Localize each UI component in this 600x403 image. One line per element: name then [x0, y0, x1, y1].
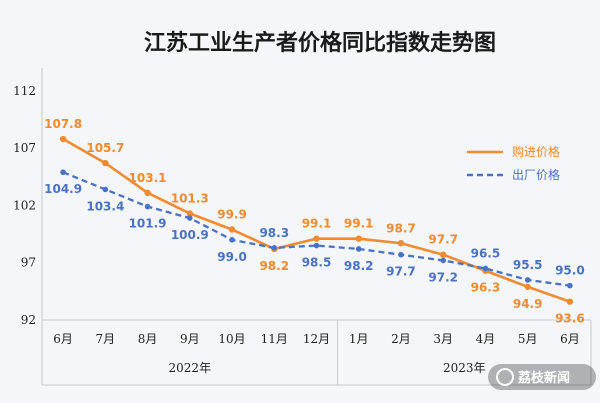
data-label: 95.5 — [513, 258, 543, 272]
year-label: 2022年 — [169, 361, 212, 375]
data-label: 100.9 — [171, 228, 209, 242]
y-tick-label: 92 — [21, 313, 36, 327]
data-label: 105.7 — [86, 141, 124, 155]
data-point — [398, 251, 404, 258]
axes: 92 97 102 107 112 6月 7月 8月 9月 10月 11月 12月 1月 2月 3月 4月 5月… — [13, 68, 592, 386]
x-tick-label: 10月 — [218, 332, 245, 346]
x-tick-label: 3月 — [433, 332, 453, 346]
data-label: 101.3 — [171, 191, 209, 205]
series-group — [59, 135, 574, 305]
x-tick-label: 1月 — [349, 332, 369, 346]
data-label: 96.5 — [471, 246, 501, 260]
data-point — [60, 169, 66, 176]
data-point — [482, 265, 489, 272]
data-point — [397, 240, 405, 247]
data-label: 97.7 — [386, 265, 416, 279]
data-point — [313, 235, 320, 242]
chart-title: 江苏工业生产者价格同比指数走势图 — [144, 30, 496, 56]
data-label: 95.0 — [555, 264, 585, 278]
x-tick-label: 5月 — [518, 332, 538, 346]
data-label: 98.5 — [302, 256, 332, 270]
data-label: 99.1 — [302, 217, 332, 231]
legend-label: 购进价格 — [512, 144, 560, 159]
x-tick-label: 9月 — [180, 332, 200, 346]
x-tick-label: 12月 — [303, 332, 330, 346]
watermark-logo-icon — [496, 368, 514, 386]
y-tick-label: 102 — [13, 198, 36, 212]
data-label: 98.2 — [259, 259, 289, 273]
x-tick-label: 6月 — [560, 332, 580, 346]
data-point — [524, 277, 531, 283]
data-point — [102, 159, 109, 167]
data-label: 98.2 — [344, 259, 374, 273]
data-labels: 107.8 105.7 103.1 101.3 99.9 98.2 99.1 99.1 98.7… — [44, 117, 585, 326]
data-point — [144, 203, 151, 210]
data-label: 99.0 — [217, 250, 247, 264]
data-point — [187, 215, 193, 221]
data-point — [355, 246, 362, 252]
data-label: 94.9 — [513, 297, 543, 311]
data-label: 103.1 — [129, 171, 167, 185]
data-point — [567, 282, 573, 289]
data-point — [228, 226, 236, 233]
data-label: 97.2 — [428, 270, 458, 284]
data-point — [271, 245, 278, 251]
data-label: 99.1 — [344, 217, 374, 231]
x-tick-label: 7月 — [96, 332, 116, 346]
data-label: 97.7 — [428, 233, 458, 247]
data-label: 98.7 — [386, 221, 416, 235]
x-tick-label: 2月 — [391, 332, 411, 346]
legend-label: 出厂价格 — [512, 167, 560, 182]
watermark: 荔枝新闻 — [488, 364, 596, 390]
data-point — [524, 283, 531, 290]
data-label: 98.3 — [259, 226, 289, 240]
year-label: 2023年 — [443, 361, 486, 375]
data-label: 96.3 — [471, 281, 501, 295]
watermark-text: 荔枝新闻 — [517, 370, 570, 386]
x-tick-label: 4月 — [476, 332, 496, 346]
data-point — [355, 235, 362, 242]
watermark-bg — [488, 364, 596, 390]
data-point — [186, 210, 194, 217]
y-tick-label: 107 — [13, 141, 36, 155]
data-point — [59, 135, 67, 143]
data-point — [440, 257, 446, 264]
y-tick-label: 97 — [21, 256, 36, 270]
data-label: 101.9 — [129, 217, 167, 231]
data-label: 107.8 — [44, 117, 82, 131]
data-point — [144, 189, 151, 197]
x-tick-label: 11月 — [261, 332, 288, 346]
data-point — [313, 242, 320, 249]
data-label: 99.9 — [217, 208, 247, 222]
data-label: 104.9 — [44, 182, 82, 196]
data-point — [102, 186, 109, 193]
x-tick-label: 8月 — [138, 332, 158, 346]
data-label: 103.4 — [86, 199, 124, 213]
data-point — [566, 298, 574, 305]
y-tick-label: 112 — [13, 84, 36, 98]
data-label: 93.6 — [555, 312, 585, 326]
data-point — [439, 251, 447, 258]
x-tick-label: 6月 — [53, 332, 73, 346]
data-point — [229, 237, 235, 243]
